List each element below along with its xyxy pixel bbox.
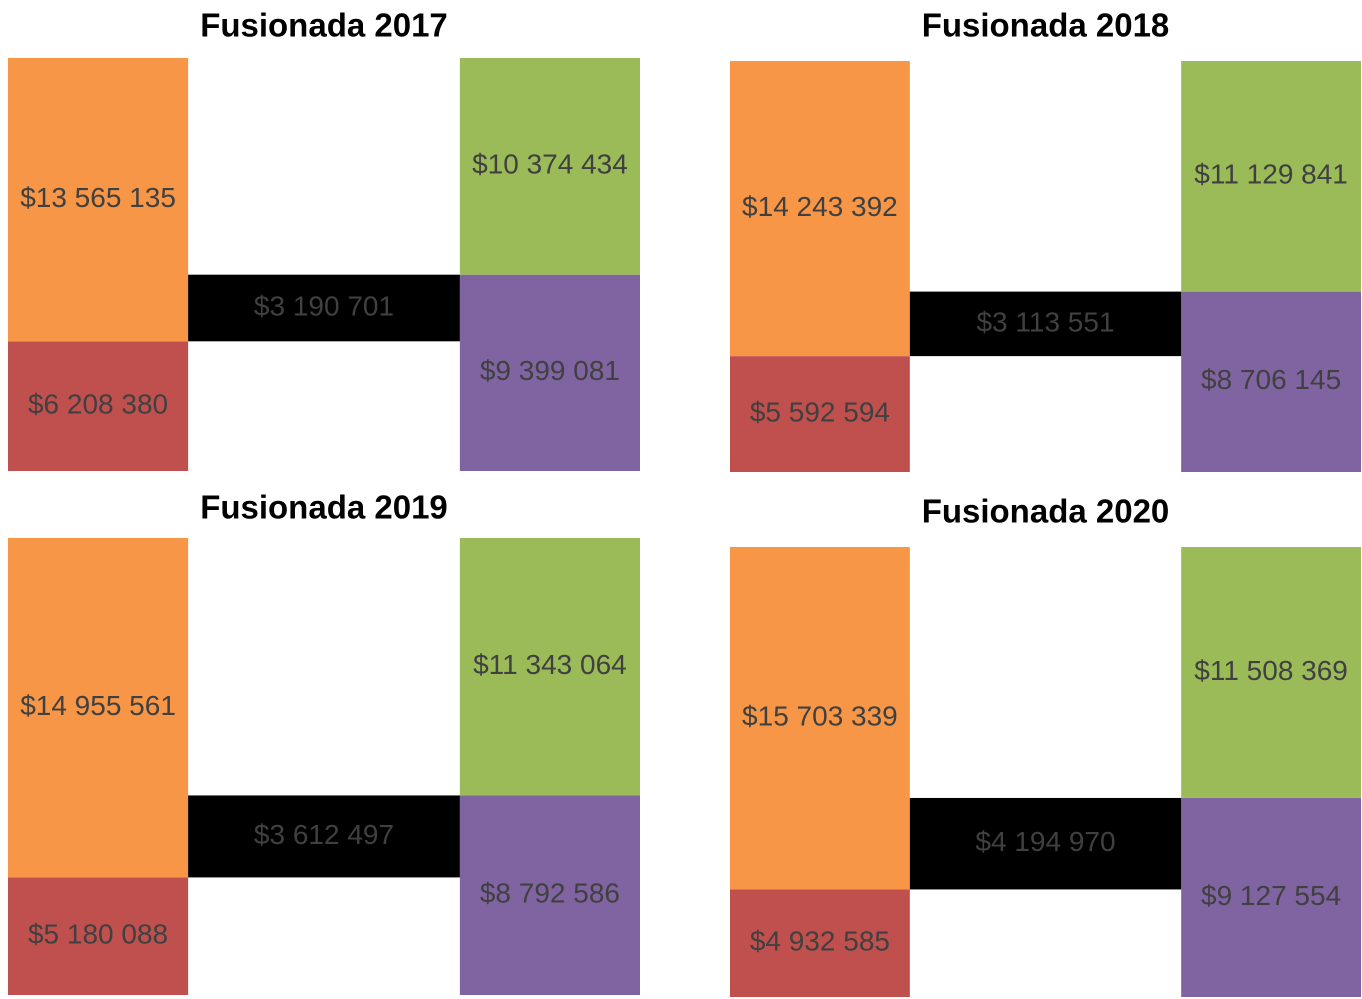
- bar-segment: [1181, 291, 1361, 472]
- data-label: $4 194 970: [975, 826, 1115, 857]
- bar-segment: [730, 547, 910, 890]
- bar-segment: [459, 538, 640, 796]
- bar-segment: [1181, 61, 1361, 292]
- data-label: $4 932 585: [750, 926, 890, 957]
- bar-segment: [188, 274, 460, 342]
- bar-segment: [730, 61, 910, 357]
- data-label: $5 592 594: [750, 396, 890, 427]
- bar-segment: [730, 889, 910, 997]
- data-label: $11 343 064: [473, 649, 627, 680]
- bar-segment: [188, 795, 460, 878]
- chart-title: Fusionada 2020: [922, 493, 1170, 530]
- data-label: $8 706 145: [1201, 364, 1341, 395]
- bar-segment: [909, 797, 1182, 890]
- chart-title: Fusionada 2019: [200, 489, 448, 526]
- data-label: $6 208 380: [28, 389, 168, 420]
- bar-segment: [1181, 797, 1361, 997]
- data-label: $11 508 369: [1194, 655, 1348, 686]
- data-label: $9 127 554: [1201, 880, 1341, 911]
- chart-title: Fusionada 2017: [200, 7, 448, 44]
- data-label: $14 243 392: [742, 191, 898, 222]
- data-label: $9 399 081: [480, 355, 620, 386]
- chart-title: Fusionada 2018: [922, 7, 1170, 44]
- data-label: $11 129 841: [1194, 159, 1348, 190]
- data-label: $3 190 701: [254, 290, 394, 321]
- data-label: $8 792 586: [480, 878, 620, 909]
- data-label: $15 703 339: [742, 701, 898, 732]
- bar-segment: [8, 341, 189, 471]
- data-label: $3 113 551: [976, 306, 1114, 337]
- bar-segment: [8, 58, 189, 342]
- data-label: $5 180 088: [28, 919, 168, 950]
- bar-segment: [909, 291, 1182, 357]
- bar-segment: [8, 877, 189, 995]
- data-label: $13 565 135: [20, 182, 176, 213]
- bar-segment: [459, 795, 640, 995]
- bar-segment: [459, 274, 640, 471]
- data-label: $3 612 497: [254, 819, 394, 850]
- bar-segment: [459, 58, 640, 275]
- bar-segment: [1181, 547, 1361, 798]
- bar-segment: [8, 538, 189, 878]
- data-label: $14 955 561: [20, 690, 176, 721]
- data-label: $10 374 434: [472, 149, 628, 180]
- bar-segment: [730, 356, 910, 472]
